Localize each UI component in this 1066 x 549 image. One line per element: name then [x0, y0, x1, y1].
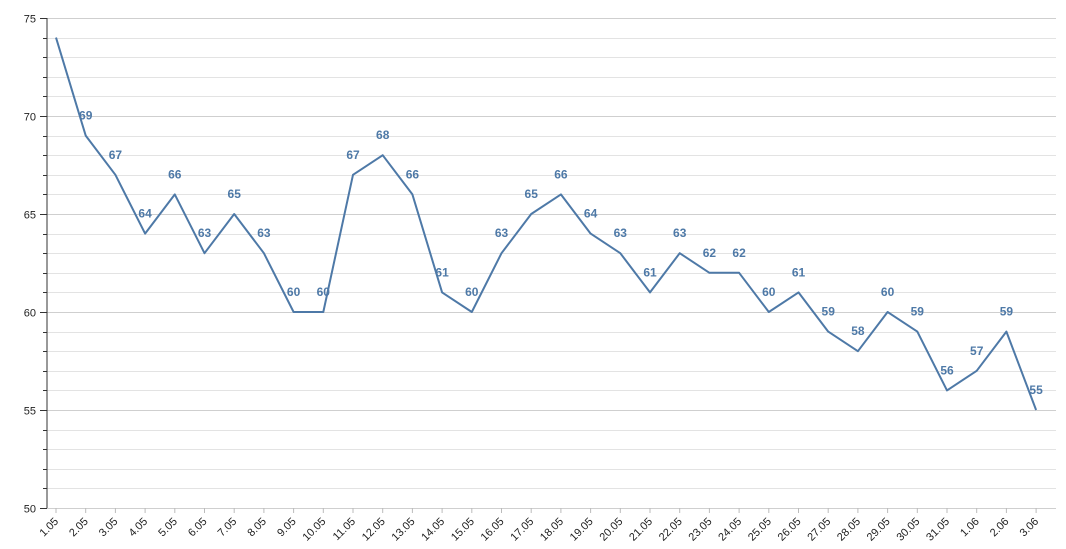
x-tick-label: 2.05: [67, 516, 91, 540]
data-label: 69: [79, 109, 93, 123]
x-tick-label: 29.05: [865, 516, 893, 544]
y-tick-label: 65: [24, 210, 36, 222]
data-label: 60: [465, 285, 479, 299]
x-tick-label: 13.05: [390, 516, 418, 544]
x-axis-ticks: 1.05 2.05 3.05 4.05 5.05 6.05 7.05 8.05 9.05 10.0…: [37, 508, 1041, 544]
x-tick-label: 28.05: [835, 516, 863, 544]
x-tick-label: 17.05: [508, 516, 536, 544]
data-label: 61: [435, 265, 449, 279]
y-tick-label: 55: [24, 406, 36, 418]
data-label: 63: [495, 226, 509, 240]
data-label: 65: [525, 187, 539, 201]
data-label: 60: [881, 285, 895, 299]
data-label: 59: [822, 305, 836, 319]
y-tick-label: 50: [24, 504, 36, 516]
x-tick-label: 6.05: [186, 516, 210, 540]
x-tick-label: 24.05: [716, 516, 744, 544]
x-tick-label: 11.05: [331, 516, 358, 543]
y-axis-ticks: 50 55 60 65 70 75: [24, 14, 47, 516]
x-tick-label: 23.05: [687, 516, 715, 544]
data-label: 64: [138, 207, 152, 221]
data-label: 63: [198, 226, 212, 240]
data-label: 65: [228, 187, 242, 201]
data-label: 62: [703, 246, 717, 260]
y-tick-label: 70: [24, 112, 36, 124]
x-tick-label: 9.05: [275, 516, 299, 540]
data-label: 63: [257, 226, 271, 240]
data-label: 60: [317, 285, 331, 299]
x-tick-label: 26.05: [776, 516, 804, 544]
x-tick-label: 5.05: [156, 516, 180, 540]
x-tick-label: 16.05: [479, 516, 507, 544]
data-label: 57: [970, 344, 984, 358]
x-tick-label: 4.05: [127, 516, 151, 540]
x-tick-label: 8.05: [245, 516, 269, 540]
data-label: 68: [376, 128, 390, 142]
x-tick-label: 27.05: [805, 516, 833, 544]
data-label: 67: [346, 148, 360, 162]
x-tick-label: 12.05: [360, 516, 388, 544]
grid-lines: [47, 18, 1056, 509]
x-tick-label: 21.05: [627, 516, 655, 544]
x-tick-label: 3.06: [1018, 516, 1042, 540]
x-tick-label: 14.05: [419, 516, 447, 544]
data-label: 59: [1000, 305, 1014, 319]
data-label: 61: [792, 265, 806, 279]
x-tick-label: 15.05: [449, 516, 477, 544]
data-label: 61: [643, 265, 657, 279]
data-label: 56: [940, 363, 954, 377]
data-label: 66: [554, 167, 568, 181]
x-tick-label: 18.05: [538, 516, 566, 544]
x-tick-label: 20.05: [597, 516, 625, 544]
data-label: 64: [584, 207, 598, 221]
series-group: [55, 37, 1038, 411]
data-label: 66: [406, 167, 420, 181]
x-tick-label: 2.06: [988, 516, 1012, 540]
data-label: 67: [109, 148, 123, 162]
x-tick-label: 7.05: [216, 516, 240, 540]
data-labels: 69 67 64 66 63 65 63 60 60 67 68 66 61 60 63 65 66 64 63 61…: [79, 109, 1043, 397]
y-tick-label: 60: [24, 308, 36, 320]
x-tick-label: 10.05: [300, 516, 328, 544]
data-label: 60: [762, 285, 776, 299]
x-tick-label: 1.05: [37, 516, 61, 540]
data-label: 66: [168, 167, 182, 181]
x-tick-label: 25.05: [746, 516, 774, 544]
data-label: 59: [911, 305, 925, 319]
x-tick-label: 19.05: [568, 516, 596, 544]
x-tick-label: 1.06: [958, 516, 982, 540]
x-tick-label: 22.05: [657, 516, 685, 544]
data-label: 62: [732, 246, 746, 260]
data-label: 63: [673, 226, 687, 240]
data-label: 60: [287, 285, 301, 299]
data-label: 58: [851, 324, 865, 338]
data-label: 55: [1029, 383, 1043, 397]
x-tick-label: 31.05: [924, 516, 952, 544]
series-line: [55, 37, 1038, 411]
data-label: 63: [614, 226, 628, 240]
x-tick-label: 30.05: [894, 516, 922, 544]
y-tick-label: 75: [24, 14, 36, 26]
x-tick-label: 3.05: [97, 516, 121, 540]
